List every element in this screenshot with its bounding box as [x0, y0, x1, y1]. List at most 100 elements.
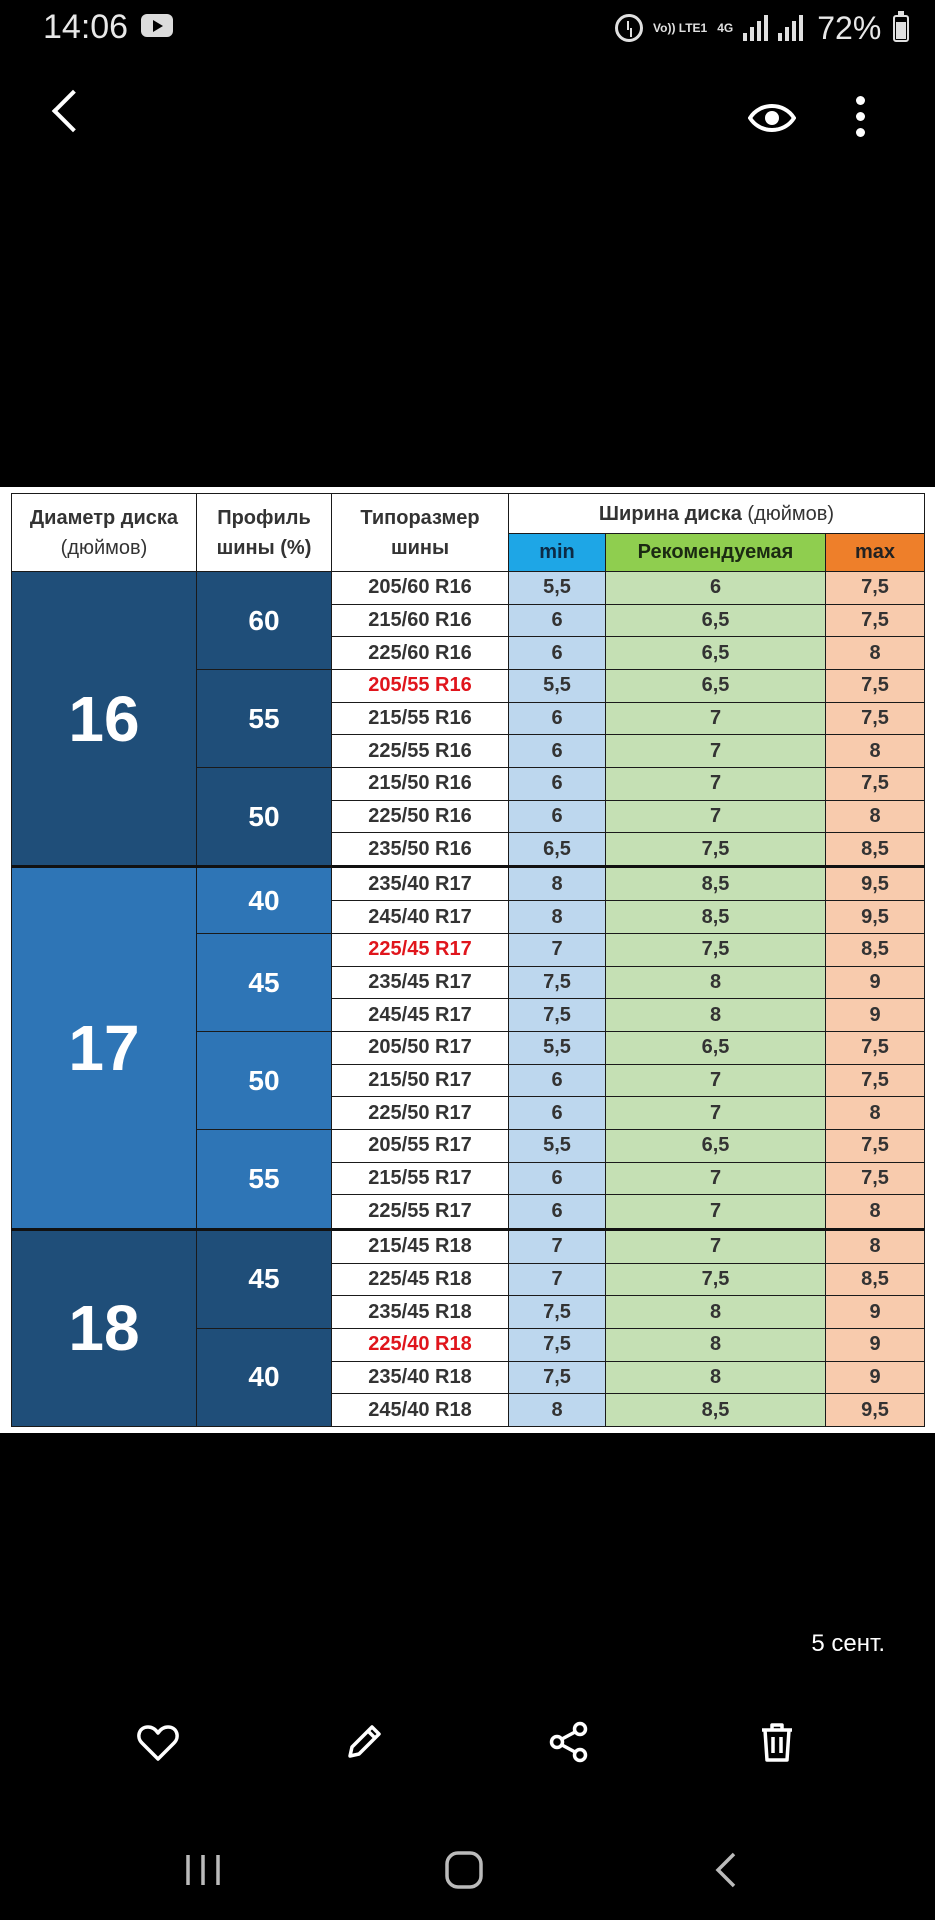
profile-cell: 50	[196, 767, 332, 868]
table-row: 225/50 R17 6 7 8	[12, 1096, 925, 1131]
recommended-width-cell: 6	[605, 571, 826, 605]
recommended-width-cell: 7	[605, 799, 826, 834]
size-cell: 245/40 R17	[331, 900, 509, 935]
size-cell: 225/60 R16	[331, 636, 509, 671]
volte-indicator: Vo)) LTE1	[653, 20, 708, 35]
table-row: 245/40 R17 8 8,5 9,5	[12, 900, 925, 935]
table-row: 245/45 R17 7,5 8 9	[12, 998, 925, 1033]
table-row: 50 215/50 R16 6 7 7,5	[12, 767, 925, 868]
size-cell: 215/55 R16	[331, 701, 509, 736]
size-cell: 205/55 R17	[331, 1129, 509, 1163]
max-width-cell: 7,5	[825, 669, 925, 703]
recommended-width-cell: 6,5	[605, 636, 826, 671]
recents-icon[interactable]	[183, 1852, 223, 1888]
min-width-cell: 8	[508, 1393, 606, 1427]
recommended-width-cell: 7	[605, 767, 826, 801]
recommended-width-cell: 8	[605, 1295, 826, 1329]
table-row: 215/50 R17 6 7 7,5	[12, 1063, 925, 1098]
min-width-cell: 6	[508, 1096, 606, 1131]
size-cell: 235/45 R17	[331, 965, 509, 1000]
recommended-width-cell: 8	[605, 1360, 826, 1395]
table-row: 18 45 215/45 R18 7 7 8	[11, 1227, 925, 1428]
max-width-cell: 8	[825, 1227, 925, 1264]
profile-cell: 60	[196, 570, 332, 671]
min-width-cell: 6,5	[508, 832, 606, 868]
min-width-cell: 7	[508, 1227, 606, 1264]
recommended-width-cell: 7	[605, 701, 826, 736]
recommended-width-cell: 6,5	[605, 603, 826, 638]
header-max: max	[825, 533, 925, 572]
max-width-cell: 9,5	[825, 1393, 925, 1427]
min-width-cell: 5,5	[508, 1129, 606, 1163]
profile-cell: 55	[196, 1129, 332, 1230]
signal-icon	[743, 15, 769, 41]
min-width-cell: 7,5	[508, 998, 606, 1033]
min-width-cell: 8	[508, 900, 606, 935]
max-width-cell: 8	[825, 1194, 925, 1230]
youtube-notification-icon	[141, 14, 173, 37]
table-row: 225/60 R16 6 6,5 8	[12, 636, 925, 671]
recommended-width-cell: 7,5	[605, 933, 826, 967]
min-width-cell: 6	[508, 1161, 606, 1196]
recommended-width-cell: 7	[605, 1063, 826, 1098]
table-row: 215/55 R17 6 7 7,5	[12, 1161, 925, 1196]
table-row: 55 205/55 R17 5,5 6,5 7,5	[12, 1129, 925, 1230]
size-cell: 245/40 R18	[331, 1393, 509, 1427]
trash-icon[interactable]	[753, 1718, 801, 1766]
header-width: Ширина диска (дюймов)	[508, 493, 925, 534]
share-icon[interactable]	[545, 1718, 593, 1766]
size-cell: 215/45 R18	[331, 1227, 509, 1264]
table-row: 50 205/50 R17 5,5 6,5 7,5	[12, 1031, 925, 1131]
max-width-cell: 7,5	[825, 571, 925, 605]
more-vertical-icon[interactable]	[855, 96, 867, 142]
eye-icon[interactable]	[748, 100, 796, 136]
min-width-cell: 5,5	[508, 669, 606, 703]
battery-percent: 72%	[817, 9, 882, 46]
max-width-cell: 9	[825, 965, 925, 1000]
back-chevron-icon[interactable]	[51, 89, 95, 133]
min-width-cell: 7,5	[508, 965, 606, 1000]
max-width-cell: 9,5	[825, 900, 925, 935]
diameter-cell: 16	[11, 570, 197, 868]
signal-icon	[778, 15, 804, 41]
min-width-cell: 6	[508, 1194, 606, 1230]
max-width-cell: 9,5	[825, 865, 925, 902]
max-width-cell: 8	[825, 799, 925, 834]
tire-size-table: Диаметр диска (дюймов) Профиль шины (%) Ти…	[11, 493, 925, 1428]
size-cell: 205/60 R16	[331, 571, 509, 605]
recommended-width-cell: 7	[605, 1096, 826, 1131]
size-cell: 225/45 R17	[331, 933, 509, 967]
max-width-cell: 9	[825, 1360, 925, 1395]
size-cell: 235/40 R18	[331, 1360, 509, 1395]
heart-icon[interactable]	[134, 1718, 182, 1766]
min-width-cell: 6	[508, 603, 606, 638]
recommended-width-cell: 7,5	[605, 1262, 826, 1297]
back-icon[interactable]	[712, 1850, 740, 1890]
header-min: min	[508, 533, 606, 572]
home-icon[interactable]	[444, 1850, 484, 1890]
max-width-cell: 9	[825, 1295, 925, 1329]
diameter-cell: 18	[11, 1227, 197, 1428]
status-icons: Vo)) LTE1 4G 72%	[615, 9, 910, 46]
recommended-width-cell: 8	[605, 1327, 826, 1362]
size-cell: 225/55 R16	[331, 734, 509, 769]
table-row: 225/55 R17 6 7 8	[12, 1194, 925, 1230]
max-width-cell: 8,5	[825, 1262, 925, 1297]
recommended-width-cell: 7	[605, 1161, 826, 1196]
max-width-cell: 7,5	[825, 603, 925, 638]
table-row: 225/50 R16 6 7 8	[12, 799, 925, 834]
table-row: 40 225/40 R18 7,5 8 9	[12, 1327, 925, 1428]
size-cell: 225/55 R17	[331, 1194, 509, 1230]
table-row: 245/40 R18 8 8,5 9,5	[12, 1393, 925, 1427]
profile-cell: 40	[196, 1327, 332, 1428]
max-width-cell: 7,5	[825, 1161, 925, 1196]
min-width-cell: 6	[508, 1063, 606, 1098]
pencil-icon[interactable]	[340, 1718, 388, 1766]
action-bar	[0, 1718, 935, 1778]
size-cell: 245/45 R17	[331, 998, 509, 1033]
table-row: 235/45 R17 7,5 8 9	[12, 965, 925, 1000]
profile-cell: 45	[196, 1227, 332, 1329]
max-width-cell: 7,5	[825, 1129, 925, 1163]
min-width-cell: 7	[508, 933, 606, 967]
network-4g-indicator: 4G	[717, 20, 734, 35]
